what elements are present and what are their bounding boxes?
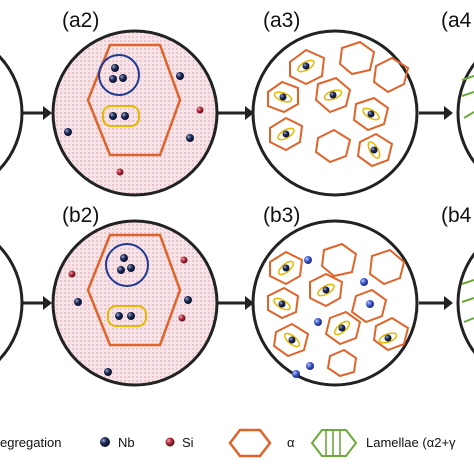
legend: egregation Nb Si α Lamellae (α2+γ: [0, 428, 456, 458]
free-nb-atoms: [292, 256, 374, 378]
legend-alpha-hexagon-icon: [228, 428, 272, 458]
arrow-a1-a2: [22, 106, 52, 120]
panel-b4-partial: [456, 251, 474, 355]
legend-si-icon: [165, 437, 175, 447]
panel-b3: [251, 219, 419, 387]
panel-label-a3: (a3): [263, 9, 300, 32]
panel-label-a2: (a2): [62, 9, 99, 32]
arrow-a2-a3: [218, 106, 254, 120]
arrow-b1-b2: [22, 296, 52, 310]
panel-label-b3: (b3): [263, 204, 300, 227]
si-atom: [180, 256, 188, 264]
legend-lamellae-label: Lamellae (α2+γ: [366, 435, 456, 450]
legend-lamellae-icon: [310, 429, 358, 457]
panel-a1-partial: [0, 54, 24, 172]
alpha-grain-hexagon: [86, 233, 182, 347]
panel-a2: [51, 29, 219, 197]
arrow-b2-b3: [218, 296, 254, 310]
legend-alpha-label: α: [287, 435, 295, 450]
nb-atom: [176, 72, 184, 80]
si-atom: [68, 270, 76, 278]
legend-segregation-label: egregation: [0, 435, 61, 450]
alpha-grain-hexagon: [86, 43, 182, 157]
nb-atom: [186, 134, 194, 142]
arrow-b3-b4: [419, 296, 453, 310]
panel-a3: [251, 29, 419, 197]
nb-atom: [74, 298, 82, 306]
panel-label-b2: (b2): [62, 204, 99, 227]
panel-label-b4: (b4: [441, 204, 472, 227]
segregation-loop: [105, 243, 149, 287]
si-atom: [178, 314, 186, 322]
segregation-loop-yellow: [102, 105, 140, 127]
panel-label-a4: (a4: [441, 9, 472, 32]
legend-si-label: Si: [182, 435, 194, 450]
arrow-a3-a4: [419, 106, 453, 120]
panel-a4-partial: [456, 61, 474, 165]
panel-b2: [51, 219, 219, 387]
segregation-loop: [98, 54, 140, 96]
nb-atom: [104, 368, 112, 376]
legend-nb-label: Nb: [118, 435, 135, 450]
segregation-loop-yellow: [107, 305, 147, 327]
si-atom: [116, 168, 124, 176]
si-atom: [196, 106, 204, 114]
nb-atom: [184, 296, 192, 304]
nb-atom: [64, 128, 72, 136]
panel-b1-partial: [0, 244, 24, 362]
legend-nb-icon: [100, 437, 110, 447]
